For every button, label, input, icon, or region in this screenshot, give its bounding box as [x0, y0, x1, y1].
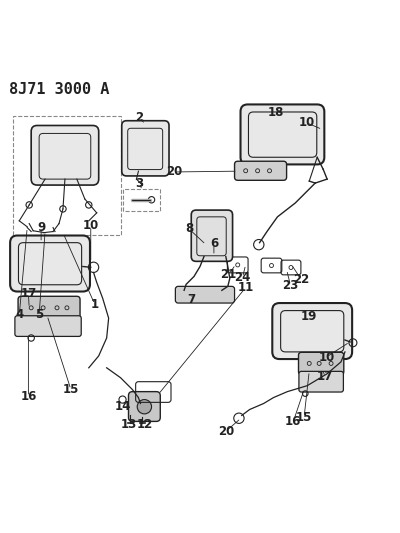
FancyBboxPatch shape	[128, 392, 160, 422]
Text: 1: 1	[91, 298, 99, 311]
Text: 24: 24	[234, 271, 251, 284]
Text: 15: 15	[63, 383, 79, 396]
Text: 14: 14	[114, 400, 131, 413]
FancyBboxPatch shape	[31, 125, 99, 185]
Text: 13: 13	[121, 418, 138, 431]
Text: 9: 9	[37, 221, 45, 234]
Text: 2: 2	[136, 111, 144, 124]
Text: 12: 12	[137, 418, 153, 431]
Text: 23: 23	[282, 279, 299, 292]
Text: 20: 20	[166, 165, 182, 179]
Text: 3: 3	[136, 176, 144, 190]
Text: 5: 5	[35, 309, 43, 321]
Text: 10: 10	[318, 351, 334, 364]
Text: 20: 20	[218, 425, 234, 438]
Text: 10: 10	[83, 220, 99, 232]
FancyBboxPatch shape	[122, 120, 169, 176]
Text: 10: 10	[298, 116, 314, 129]
Text: 16: 16	[285, 415, 302, 428]
Text: 18: 18	[268, 106, 284, 119]
Text: 8: 8	[185, 222, 193, 235]
Circle shape	[137, 400, 152, 414]
FancyBboxPatch shape	[18, 296, 80, 319]
Text: 17: 17	[317, 370, 333, 383]
Text: 6: 6	[210, 237, 218, 251]
Text: 11: 11	[238, 281, 254, 294]
Text: 21: 21	[220, 268, 237, 281]
FancyBboxPatch shape	[298, 352, 344, 375]
Text: 8J71 3000 A: 8J71 3000 A	[9, 82, 110, 97]
FancyBboxPatch shape	[240, 104, 324, 164]
FancyBboxPatch shape	[299, 372, 343, 392]
FancyBboxPatch shape	[272, 303, 352, 359]
Text: 16: 16	[20, 390, 36, 403]
FancyBboxPatch shape	[191, 210, 232, 261]
Text: 7: 7	[187, 293, 195, 305]
Text: 17: 17	[20, 287, 36, 300]
FancyBboxPatch shape	[234, 161, 286, 180]
Text: 15: 15	[296, 411, 312, 424]
FancyBboxPatch shape	[15, 316, 81, 336]
FancyBboxPatch shape	[10, 236, 90, 292]
Text: 22: 22	[293, 273, 310, 286]
Text: 19: 19	[301, 310, 318, 324]
Text: 4: 4	[15, 309, 23, 321]
FancyBboxPatch shape	[175, 286, 234, 303]
